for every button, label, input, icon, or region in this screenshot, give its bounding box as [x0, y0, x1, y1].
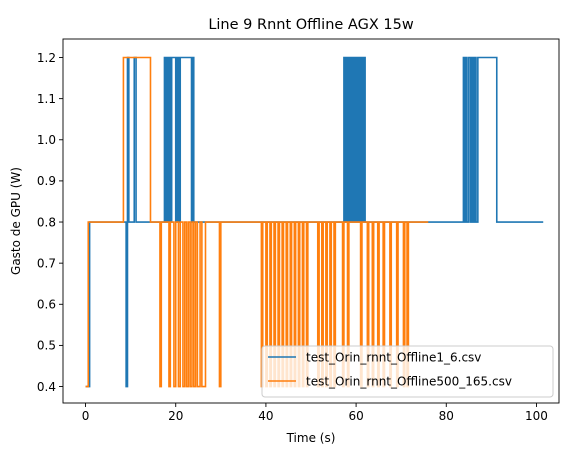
y-tick-label: 0.9	[37, 174, 56, 188]
plot-area	[85, 56, 544, 388]
y-tick-label: 0.4	[37, 380, 56, 394]
x-tick-label: 40	[258, 409, 273, 423]
series-line-2	[85, 56, 429, 388]
y-tick-label: 1.2	[37, 51, 56, 65]
legend-frame	[261, 345, 554, 398]
y-tick-label: 0.6	[37, 298, 56, 312]
x-tick-label: 20	[168, 409, 183, 423]
legend: test_Orin_rnnt_Offline1_6.csv test_Orin_…	[261, 345, 554, 398]
y-tick-label: 0.8	[37, 215, 56, 229]
y-tick-label: 0.7	[37, 256, 56, 270]
x-axis: 0 20 40 60 80 100	[82, 403, 548, 423]
x-axis-label: Time (s)	[286, 431, 336, 445]
y-axis: 0.4 0.5 0.6 0.7 0.8 0.9 1.0 1.1 1.2	[37, 51, 63, 394]
y-axis-label: Gasto de GPU (W)	[9, 167, 23, 275]
x-tick-label: 80	[439, 409, 454, 423]
plot-frame	[62, 38, 560, 404]
y-tick-label: 0.5	[37, 339, 56, 353]
y-tick-label: 1.0	[37, 133, 56, 147]
series-line-1	[85, 56, 544, 388]
legend-label-series-2: test_Orin_rnnt_Offline500_165.csv	[306, 375, 512, 389]
legend-label-series-1: test_Orin_rnnt_Offline1_6.csv	[306, 351, 481, 365]
chart-title: Line 9 Rnnt Offline AGX 15w	[208, 17, 413, 33]
y-tick-label: 1.1	[37, 92, 56, 106]
x-tick-label: 100	[525, 409, 548, 423]
x-tick-label: 60	[348, 409, 363, 423]
x-tick-label: 0	[82, 409, 90, 423]
